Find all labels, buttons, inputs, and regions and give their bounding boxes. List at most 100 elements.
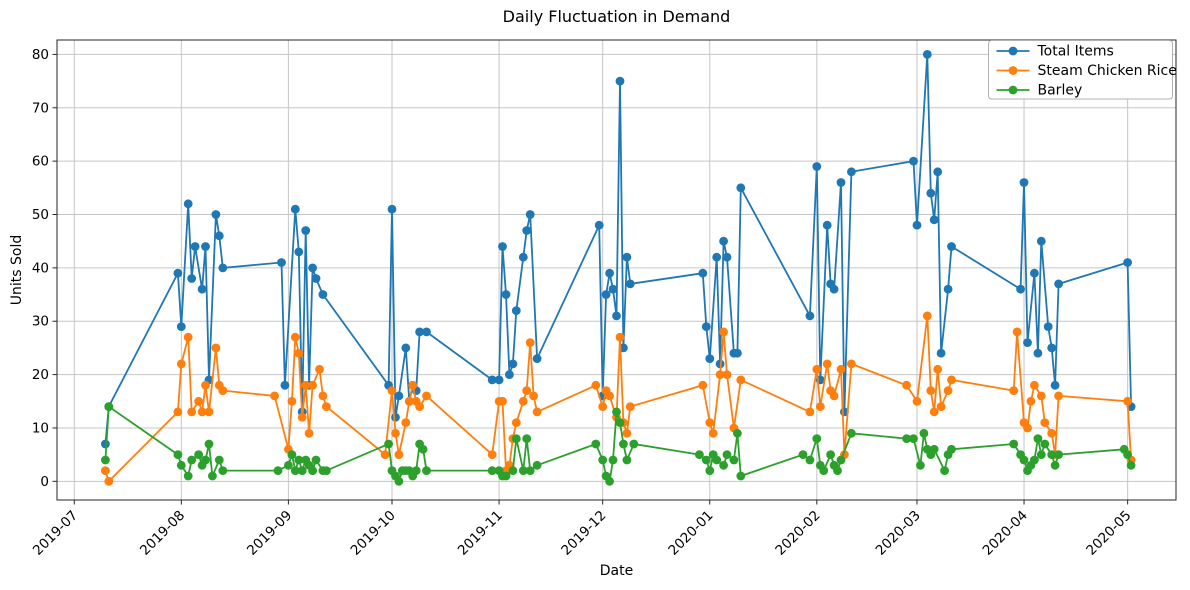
data-point xyxy=(322,466,331,475)
data-point xyxy=(508,359,518,369)
data-point xyxy=(812,364,822,374)
data-point xyxy=(287,396,297,406)
data-point xyxy=(736,471,746,481)
data-point xyxy=(384,439,393,449)
data-point xyxy=(487,450,497,459)
data-point xyxy=(511,434,521,443)
data-point xyxy=(1123,258,1132,267)
data-point xyxy=(933,364,943,374)
data-point xyxy=(625,279,635,289)
data-point xyxy=(322,402,331,411)
data-point xyxy=(173,450,183,459)
data-point xyxy=(622,455,632,465)
data-point xyxy=(380,450,390,459)
data-point xyxy=(826,450,835,459)
legend-label: Total Items xyxy=(1037,44,1114,60)
data-point xyxy=(722,370,732,379)
y-tick-label: 50 xyxy=(32,207,49,223)
data-point xyxy=(629,439,639,449)
data-point xyxy=(902,380,911,390)
data-point xyxy=(411,466,421,475)
data-point xyxy=(1033,348,1043,358)
data-point xyxy=(612,407,621,417)
data-point xyxy=(387,204,397,214)
legend: Total Items Steam Chicken Rice Barley xyxy=(988,40,1177,100)
data-point xyxy=(311,274,321,283)
legend-marker xyxy=(1008,66,1018,75)
y-axis-label: Units Sold xyxy=(9,234,25,306)
grid xyxy=(57,40,1176,500)
data-point xyxy=(308,466,317,475)
data-point xyxy=(708,428,718,438)
data-point xyxy=(722,450,732,459)
data-point xyxy=(214,231,224,241)
data-point xyxy=(487,466,497,475)
data-point xyxy=(297,466,307,475)
data-point xyxy=(522,386,532,395)
data-point xyxy=(290,204,300,214)
data-point xyxy=(173,407,183,417)
data-point xyxy=(498,396,507,406)
data-point xyxy=(698,268,708,278)
data-point xyxy=(183,471,193,481)
data-point xyxy=(1019,455,1029,465)
data-point xyxy=(615,332,625,342)
data-point xyxy=(294,348,304,358)
data-point xyxy=(104,402,114,411)
data-point xyxy=(695,450,704,459)
data-point xyxy=(1030,455,1039,465)
data-point xyxy=(929,444,939,454)
data-point xyxy=(943,386,953,395)
data-point xyxy=(1026,396,1036,406)
data-point xyxy=(218,263,228,273)
data-point xyxy=(1040,439,1050,449)
data-point xyxy=(625,402,635,411)
y-tick-label: 0 xyxy=(40,474,49,490)
data-point xyxy=(733,428,742,438)
data-point xyxy=(404,396,414,406)
data-point xyxy=(822,220,832,230)
series-line-total-items xyxy=(104,53,1132,445)
data-point xyxy=(394,476,404,486)
data-point xyxy=(705,354,715,363)
data-point xyxy=(933,167,943,177)
data-point xyxy=(1043,322,1053,331)
data-point xyxy=(598,455,608,465)
data-point xyxy=(622,252,632,262)
data-point xyxy=(947,242,956,251)
data-point xyxy=(518,252,528,262)
data-point xyxy=(315,364,324,374)
data-point xyxy=(1023,423,1032,433)
data-point xyxy=(922,311,932,321)
y-tick-label: 30 xyxy=(32,314,49,330)
data-point xyxy=(1009,386,1019,395)
data-point xyxy=(719,236,728,246)
data-point xyxy=(1036,391,1046,401)
data-point xyxy=(394,450,404,459)
data-point xyxy=(1036,450,1046,459)
data-point xyxy=(836,455,846,465)
data-point xyxy=(518,396,528,406)
data-point xyxy=(525,210,535,219)
data-point xyxy=(909,156,918,166)
data-point xyxy=(594,220,604,230)
data-point xyxy=(729,455,739,465)
y-tick-label: 40 xyxy=(32,260,49,276)
data-point xyxy=(318,290,328,299)
data-point xyxy=(712,252,722,262)
data-point xyxy=(194,396,204,406)
data-point xyxy=(391,428,400,438)
data-point xyxy=(847,428,856,438)
data-point xyxy=(201,242,210,251)
data-point xyxy=(1123,396,1132,406)
data-point xyxy=(822,359,832,369)
data-point xyxy=(847,167,856,177)
x-axis-label: Date xyxy=(599,563,634,579)
data-point xyxy=(201,455,210,465)
data-point xyxy=(926,386,936,395)
data-point xyxy=(101,455,110,465)
data-point xyxy=(701,322,711,331)
data-point xyxy=(104,476,114,486)
data-point xyxy=(208,471,217,481)
